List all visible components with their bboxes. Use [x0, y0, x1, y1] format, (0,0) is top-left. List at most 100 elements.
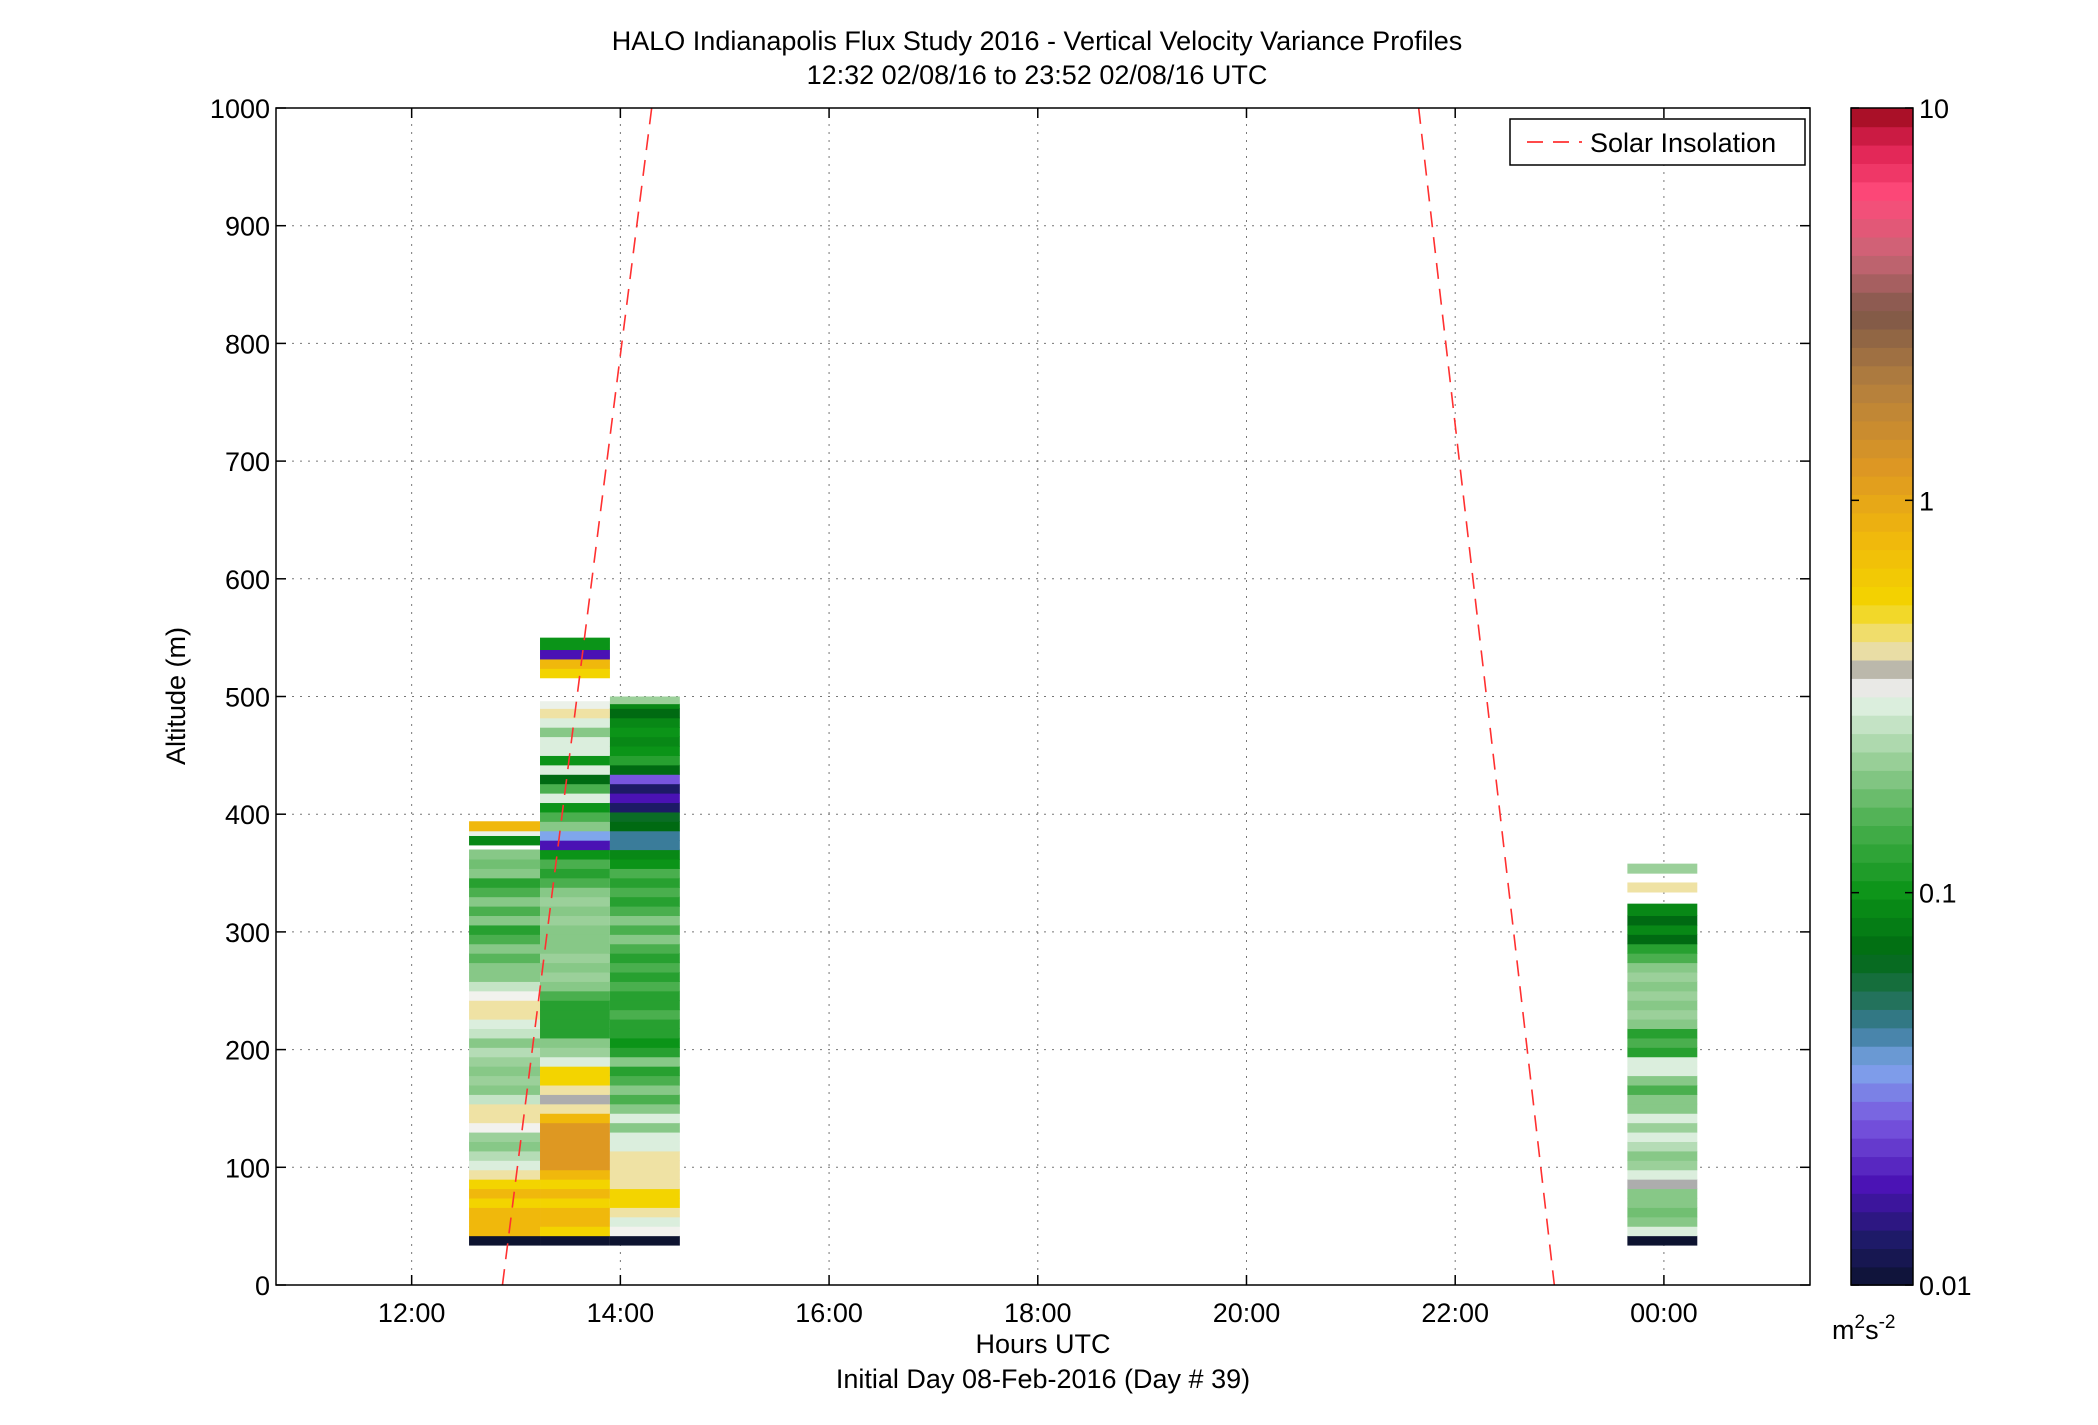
- heatmap-cell: [540, 1141, 610, 1152]
- heatmap-cell: [609, 1160, 680, 1171]
- heatmap-cell: [609, 1113, 680, 1124]
- heatmap-cell: [609, 1197, 680, 1208]
- heatmap-cell: [1627, 1179, 1698, 1190]
- heatmap-cell: [609, 793, 680, 804]
- colorbar-segment: [1851, 512, 1913, 532]
- heatmap-cell: [469, 1216, 541, 1227]
- heatmap-cell: [540, 1113, 610, 1124]
- heatmap-cell: [469, 1047, 541, 1058]
- heatmap-cell: [469, 953, 541, 964]
- colorbar-segment: [1851, 494, 1913, 514]
- heatmap-cell: [1627, 1131, 1698, 1143]
- y-tick-label: 600: [225, 565, 270, 595]
- heatmap-cell: [609, 696, 680, 705]
- heatmap-cell: [609, 1009, 680, 1020]
- heatmap-cell: [609, 802, 680, 813]
- colorbar-segment: [1851, 144, 1913, 164]
- heatmap-cell: [609, 736, 680, 747]
- heatmap-cell: [540, 1207, 610, 1218]
- heatmap-cell: [540, 1169, 610, 1180]
- heatmap-cell: [609, 896, 680, 907]
- heatmap-cell: [540, 736, 610, 747]
- heatmap-cell: [1627, 1094, 1698, 1105]
- heatmap-cell: [540, 1018, 610, 1030]
- y-tick-label: 400: [225, 800, 270, 830]
- heatmap-cell: [609, 1131, 680, 1143]
- heatmap-cell: [469, 1160, 541, 1171]
- colorbar-segment: [1851, 273, 1913, 293]
- colorbar-segment: [1851, 1064, 1913, 1084]
- x-tick-label: 16:00: [795, 1298, 863, 1328]
- heatmap-cell: [1627, 1113, 1698, 1124]
- heatmap-cell: [1627, 903, 1698, 917]
- colorbar-segment: [1851, 126, 1913, 146]
- heatmap-cell: [469, 1000, 541, 1011]
- colorbar-segment: [1851, 972, 1913, 992]
- heatmap-cell: [1627, 1047, 1698, 1058]
- colorbar-segment: [1851, 347, 1913, 367]
- colorbar-segment: [1851, 714, 1913, 735]
- heatmap-cell: [469, 943, 541, 954]
- heatmap-cell: [540, 668, 610, 679]
- y-tick-label: 500: [225, 683, 270, 713]
- heatmap-cell: [469, 828, 541, 836]
- heatmap-cell: [609, 708, 680, 719]
- solar-insolation-lines: [501, 107, 1556, 1286]
- heatmap-cell: [540, 793, 610, 804]
- heatmap-cell: [1627, 1122, 1698, 1133]
- heatmap-cell: [1627, 1188, 1698, 1199]
- heatmap-cell: [609, 774, 680, 785]
- heatmap-cell: [1627, 962, 1698, 973]
- x-tick-label: 20:00: [1213, 1298, 1281, 1328]
- heatmap-cell: [540, 840, 610, 851]
- colorbar-segment: [1851, 1082, 1913, 1102]
- colorbar-segment: [1851, 696, 1913, 716]
- heatmap-cell: [469, 877, 541, 888]
- y-tick-label: 1000: [210, 94, 270, 124]
- heatmap-cell: [1627, 953, 1698, 964]
- heatmap-cell: [469, 1179, 541, 1190]
- heatmap-cell: [609, 1150, 680, 1161]
- colorbar-frame: [1850, 107, 1914, 1286]
- heatmap-cell: [609, 1075, 680, 1086]
- heatmap-cell: [540, 637, 610, 651]
- colorbar-segment: [1851, 255, 1913, 275]
- heatmap-cell: [469, 1018, 541, 1030]
- heatmap-cell: [609, 703, 680, 709]
- x-tick-label: 12:00: [378, 1298, 446, 1328]
- colorbar-segment: [1851, 733, 1913, 753]
- heatmap-cell: [609, 1169, 680, 1180]
- colorbar-segment: [1851, 622, 1913, 643]
- heatmap-cell: [609, 821, 680, 832]
- heatmap-cell: [540, 821, 610, 832]
- y-axis-label: Altitude (m): [161, 627, 191, 765]
- heatmap-cell: [540, 649, 610, 660]
- heatmap-cell: [540, 981, 610, 992]
- y-tick-label: 800: [225, 329, 270, 359]
- legend-label-solar-insolation: Solar Insolation: [1590, 128, 1776, 158]
- heatmap-cell: [609, 764, 680, 775]
- colorbar-segment: [1851, 1174, 1913, 1194]
- heatmap-cell: [540, 745, 610, 756]
- colorbar-segment: [1851, 291, 1913, 312]
- heatmap-cell: [540, 658, 610, 669]
- heatmap-cell: [1627, 934, 1698, 945]
- heatmap-cell: [609, 1188, 680, 1199]
- heatmap-cell: [1627, 924, 1698, 935]
- heatmap-cell: [609, 1028, 680, 1039]
- x-axis-sublabel: Initial Day 08-Feb-2016 (Day # 39): [836, 1364, 1250, 1394]
- heatmap-cell: [1627, 1075, 1698, 1086]
- x-tick-label: 14:00: [587, 1298, 655, 1328]
- colorbar-segment: [1851, 310, 1913, 330]
- colorbar-segment: [1851, 1248, 1913, 1268]
- colorbar-segment: [1851, 163, 1913, 183]
- heatmap-cell: [469, 906, 541, 917]
- heatmap-cell: [540, 701, 610, 709]
- heatmap-cell: [609, 915, 680, 926]
- heatmap-cell: [540, 1103, 610, 1114]
- heatmap-cell: [469, 1056, 541, 1067]
- heatmap-cell: [1627, 863, 1698, 874]
- heatmap-cell: [1627, 915, 1698, 926]
- heatmap-cell: [540, 774, 610, 785]
- heatmap-cell: [609, 1122, 680, 1133]
